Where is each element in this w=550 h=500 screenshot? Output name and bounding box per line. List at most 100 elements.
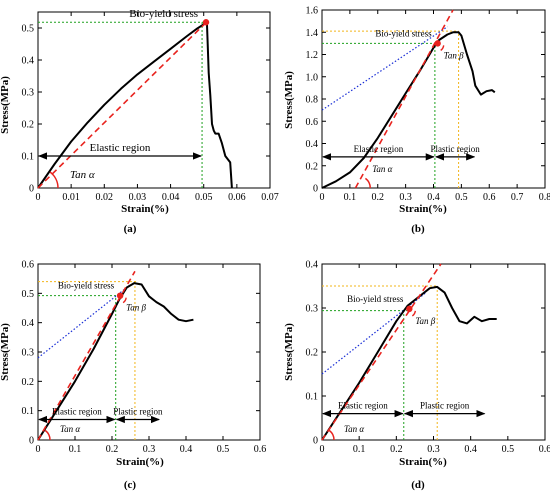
panel-caption: (a) xyxy=(124,223,137,235)
yield-label: Bio-yield stress xyxy=(375,28,432,38)
x-tick-label: 0.2 xyxy=(390,444,403,455)
x-tick-label: 0.4 xyxy=(464,444,477,455)
y-tick-label: 1.2 xyxy=(306,50,319,61)
x-tick-label: 0 xyxy=(320,192,325,203)
yield-label: Bio-yield stress xyxy=(129,8,198,20)
x-tick-label: 0.4 xyxy=(180,444,193,455)
beta-angle-arc xyxy=(122,297,127,304)
plot-frame xyxy=(321,9,546,189)
yield-point-marker xyxy=(406,305,413,313)
stress-strain-curve xyxy=(37,282,194,441)
tangent-line xyxy=(37,284,131,359)
y-tick-label: 0.2 xyxy=(22,377,35,388)
x-axis-label: Strain(%) xyxy=(121,203,169,215)
x-tick-label: 0 xyxy=(36,444,41,455)
x-tick-label: 0.2 xyxy=(106,444,119,455)
y-tick-label: 0.3 xyxy=(306,304,319,315)
y-tick-label: 0.1 xyxy=(22,406,35,417)
tangent-line xyxy=(321,26,448,111)
y-tick-label: 0.2 xyxy=(306,348,319,359)
x-tick-label: 0.03 xyxy=(129,192,147,203)
beta-angle-arc xyxy=(411,310,417,317)
y-axis-label: Stress(MPa) xyxy=(283,71,295,129)
y-tick-label: 0.5 xyxy=(22,289,35,300)
panel-caption: (d) xyxy=(411,479,425,491)
x-tick-label: 0.6 xyxy=(539,444,550,455)
x-tick-label: 0.5 xyxy=(217,444,230,455)
tan-alpha-label: Tan α xyxy=(70,169,95,181)
x-axis-label: Strain(%) xyxy=(116,456,164,468)
x-tick-label: 0.4 xyxy=(427,192,440,203)
region-label: Plastic region xyxy=(420,401,470,411)
y-axis-label: Stress(MPa) xyxy=(0,323,11,381)
x-tick-label: 0.5 xyxy=(455,192,468,203)
x-axis-label: Strain(%) xyxy=(399,203,447,215)
x-tick-label: 0.04 xyxy=(162,192,180,203)
region-label: Plastic region xyxy=(430,144,480,154)
region-label: Elastic region xyxy=(52,406,102,416)
y-tick-label: 0 xyxy=(29,436,34,447)
x-tick-label: 0.01 xyxy=(62,192,80,203)
y-tick-label: 0.2 xyxy=(306,161,319,172)
y-tick-label: 0.8 xyxy=(306,95,319,106)
elastic-fit-line xyxy=(37,21,208,189)
x-tick-label: 0.07 xyxy=(261,192,279,203)
y-tick-label: 0 xyxy=(29,184,34,195)
y-tick-label: 0.4 xyxy=(22,56,35,67)
y-tick-label: 1.0 xyxy=(306,72,319,83)
elastic-fit-line xyxy=(37,270,136,441)
x-tick-label: 0.3 xyxy=(427,444,440,455)
panel-d: 0 0.1 0.2 0.3 0.4 0.5 0.6 0 0.1 0.2 0.3 0.4 Strain(%… xyxy=(283,260,550,492)
panel-caption: (b) xyxy=(411,223,425,235)
yield-label: Bio-yield stress xyxy=(347,294,404,304)
stress-strain-curve xyxy=(321,31,496,189)
yield-label: Bio-yield stress xyxy=(58,281,115,291)
y-tick-label: 1.4 xyxy=(306,28,319,39)
tan-alpha-label: Tan α xyxy=(60,424,80,434)
tan-alpha-label: Tan α xyxy=(344,424,364,434)
x-tick-label: 0.1 xyxy=(353,444,366,455)
x-tick-label: 0.3 xyxy=(143,444,156,455)
y-axis-label: Stress(MPa) xyxy=(283,323,295,381)
stress-strain-curve xyxy=(37,20,233,189)
y-tick-label: 0 xyxy=(313,184,318,195)
panel-caption: (c) xyxy=(124,479,137,491)
y-tick-label: 0.1 xyxy=(306,392,319,403)
alpha-angle-arc xyxy=(49,171,59,189)
yield-point-marker xyxy=(202,19,210,26)
alpha-angle-arc xyxy=(44,429,51,441)
y-tick-label: 0.4 xyxy=(22,318,35,329)
y-tick-label: 0.3 xyxy=(22,348,35,359)
y-tick-label: 0.4 xyxy=(306,139,319,150)
x-tick-label: 0.1 xyxy=(344,192,357,203)
region-label: Elastic region xyxy=(90,142,151,154)
y-tick-label: 0.6 xyxy=(306,117,319,128)
beta-angle-arc xyxy=(440,45,445,51)
x-tick-label: 0.5 xyxy=(502,444,515,455)
plot-frame xyxy=(37,11,271,189)
tan-beta-label: Tan β xyxy=(444,50,464,60)
region-label: Plastic region xyxy=(113,406,163,416)
x-tick-label: 0 xyxy=(36,192,41,203)
alpha-angle-arc xyxy=(328,429,335,441)
x-tick-label: 0.02 xyxy=(96,192,114,203)
x-tick-label: 0.6 xyxy=(483,192,496,203)
x-tick-label: 0.8 xyxy=(539,192,550,203)
tan-beta-label: Tan β xyxy=(126,303,146,313)
y-axis-label: Stress(MPa) xyxy=(0,76,11,134)
yield-point-marker xyxy=(434,40,441,47)
x-axis-label: Strain(%) xyxy=(399,456,447,468)
region-label: Elastic region xyxy=(354,144,404,154)
y-tick-label: 0.3 xyxy=(22,88,35,99)
y-tick-label: 1.6 xyxy=(306,6,319,17)
y-tick-label: 0.4 xyxy=(306,260,319,271)
stress-strain-curve xyxy=(321,285,497,441)
x-tick-label: 0.05 xyxy=(195,192,213,203)
y-tick-label: 0.5 xyxy=(22,24,35,35)
x-tick-label: 0.6 xyxy=(254,444,267,455)
yield-point-marker xyxy=(116,292,124,299)
x-tick-label: 0.2 xyxy=(372,192,385,203)
x-tick-label: 0 xyxy=(320,444,325,455)
y-tick-label: 0.2 xyxy=(22,120,35,131)
